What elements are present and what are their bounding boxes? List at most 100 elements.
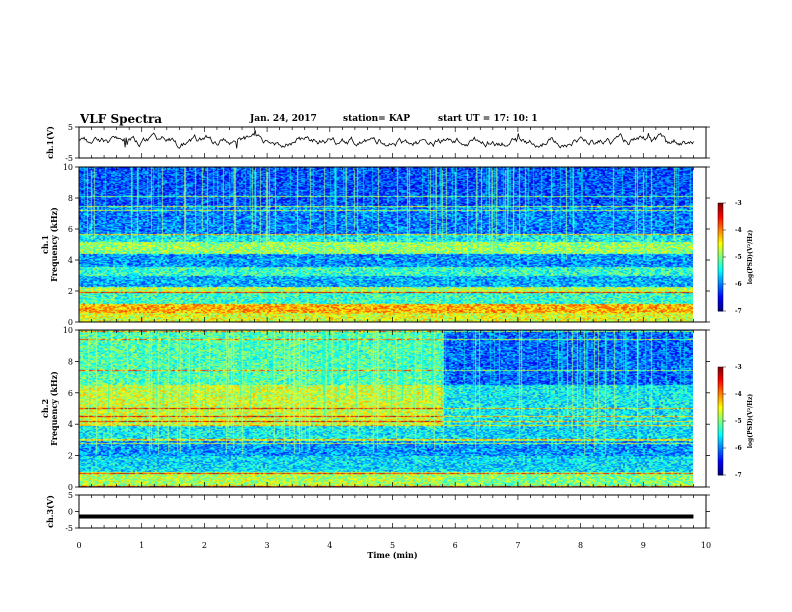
colorbar-segment (718, 471, 723, 474)
x-tick-label: 2 (202, 541, 207, 550)
y-axis-label: Frequency (kHz) (49, 371, 59, 446)
colorbar-segment (718, 370, 723, 373)
colorbar-segment (718, 307, 723, 310)
colorbar-segment (718, 453, 723, 456)
colorbar-segment (718, 210, 723, 213)
colorbar-label: log(PSD)(V²/Hz) (747, 394, 754, 449)
colorbar-segment (718, 219, 723, 222)
colorbar-segment (718, 386, 723, 390)
colorbar-segment (718, 303, 723, 307)
x-tick-label: 4 (327, 541, 332, 550)
colorbar-segment (718, 377, 723, 381)
y-tick-label: 2 (68, 452, 73, 461)
colorbar-segment (718, 212, 723, 215)
colorbar-segment (718, 455, 723, 458)
colorbar-segment (718, 237, 723, 240)
y-tick-label: 5 (68, 491, 73, 500)
colorbar-segment (718, 467, 723, 471)
colorbar-segment (718, 294, 723, 298)
colorbar-segment (718, 269, 723, 272)
colorbar-segment (718, 264, 723, 267)
x-tick-label: 0 (76, 541, 81, 550)
colorbar-segment (718, 278, 723, 281)
colorbar-segment (718, 275, 723, 278)
colorbar-segment (718, 258, 723, 262)
colorbar-segment (718, 374, 723, 377)
y-axis-label: Frequency (kHz) (49, 207, 59, 282)
start-ut-label: start UT = 17: 10: 1 (438, 114, 538, 124)
colorbar-segment (718, 437, 723, 440)
y-tick-label: 4 (68, 420, 73, 429)
colorbar-tick-label: -6 (735, 445, 742, 452)
colorbar-segment (718, 217, 723, 220)
colorbar-segment (718, 419, 723, 422)
y-tick-label: 8 (68, 357, 73, 366)
colorbar-segment (718, 244, 723, 247)
colorbar-segment (718, 284, 723, 287)
colorbar-segment (718, 222, 723, 226)
colorbar-segment (718, 262, 723, 265)
colorbar-segment (718, 228, 723, 231)
colorbar-segment (718, 233, 723, 236)
x-tick-label: 8 (578, 541, 583, 550)
colorbar-segment (718, 473, 723, 476)
colorbar-segment (718, 401, 723, 404)
y-axis-label: ch.2 (40, 399, 50, 418)
colorbar-segment (718, 302, 723, 305)
colorbar-segment (718, 248, 723, 251)
colorbar-segment (718, 368, 723, 372)
colorbar-segment (718, 257, 723, 260)
colorbar-segment (718, 276, 723, 280)
x-tick-label: 9 (641, 541, 646, 550)
y-axis-label: ch.3(V) (45, 495, 55, 528)
colorbar-segment (718, 203, 723, 206)
colorbar-segment (718, 305, 723, 308)
colorbar-segment (718, 298, 723, 301)
x-axis-label: Time (min) (367, 550, 417, 560)
y-axis-label: ch.1 (40, 235, 50, 254)
ch1-trace (78, 129, 694, 149)
colorbar-segment (718, 466, 723, 469)
colorbar-segment (718, 215, 723, 218)
ch2-spectrogram-image (79, 330, 693, 487)
colorbar-label: log(PSD)(V²/Hz) (747, 230, 754, 285)
colorbar-segment (718, 251, 723, 254)
colorbar-segment (718, 226, 723, 229)
colorbar-segment (718, 271, 723, 274)
colorbar-segment (718, 394, 723, 397)
x-tick-label: 10 (701, 541, 711, 550)
y-axis-label: ch.1(V) (45, 126, 55, 159)
colorbar-segment (718, 469, 723, 472)
colorbar-segment (718, 300, 723, 303)
colorbar-tick-label: -4 (735, 391, 742, 398)
colorbar-segment (718, 464, 723, 467)
colorbar-segment (718, 204, 723, 208)
colorbar-segment (718, 392, 723, 395)
colorbar-segment (718, 239, 723, 242)
colorbar-segment (718, 422, 723, 426)
colorbar-segment (718, 224, 723, 227)
colorbar-segment (718, 249, 723, 253)
colorbar-segment (718, 267, 723, 271)
y-tick-label: 4 (68, 256, 73, 265)
colorbar-segment (718, 442, 723, 445)
y-tick-label: 5 (68, 123, 73, 132)
colorbar-segment (718, 448, 723, 451)
colorbar-segment (718, 246, 723, 249)
colorbar-tick-label: -7 (735, 308, 742, 315)
colorbar-segment (718, 413, 723, 417)
colorbar-segment (718, 231, 723, 235)
y-tick-label: -5 (65, 154, 73, 163)
y-tick-label: 0 (68, 318, 73, 327)
colorbar-segment (718, 296, 723, 299)
colorbar-segment (718, 440, 723, 444)
colorbar-segment (718, 451, 723, 454)
colorbar-segment (718, 433, 723, 436)
y-tick-label: 6 (68, 389, 73, 398)
colorbar-segment (718, 408, 723, 411)
plot-area (78, 129, 694, 519)
colorbar-segment (718, 395, 723, 399)
colorbar-segment (718, 460, 723, 463)
colorbar-tick-label: -5 (735, 254, 742, 261)
colorbar-segment (718, 309, 723, 312)
